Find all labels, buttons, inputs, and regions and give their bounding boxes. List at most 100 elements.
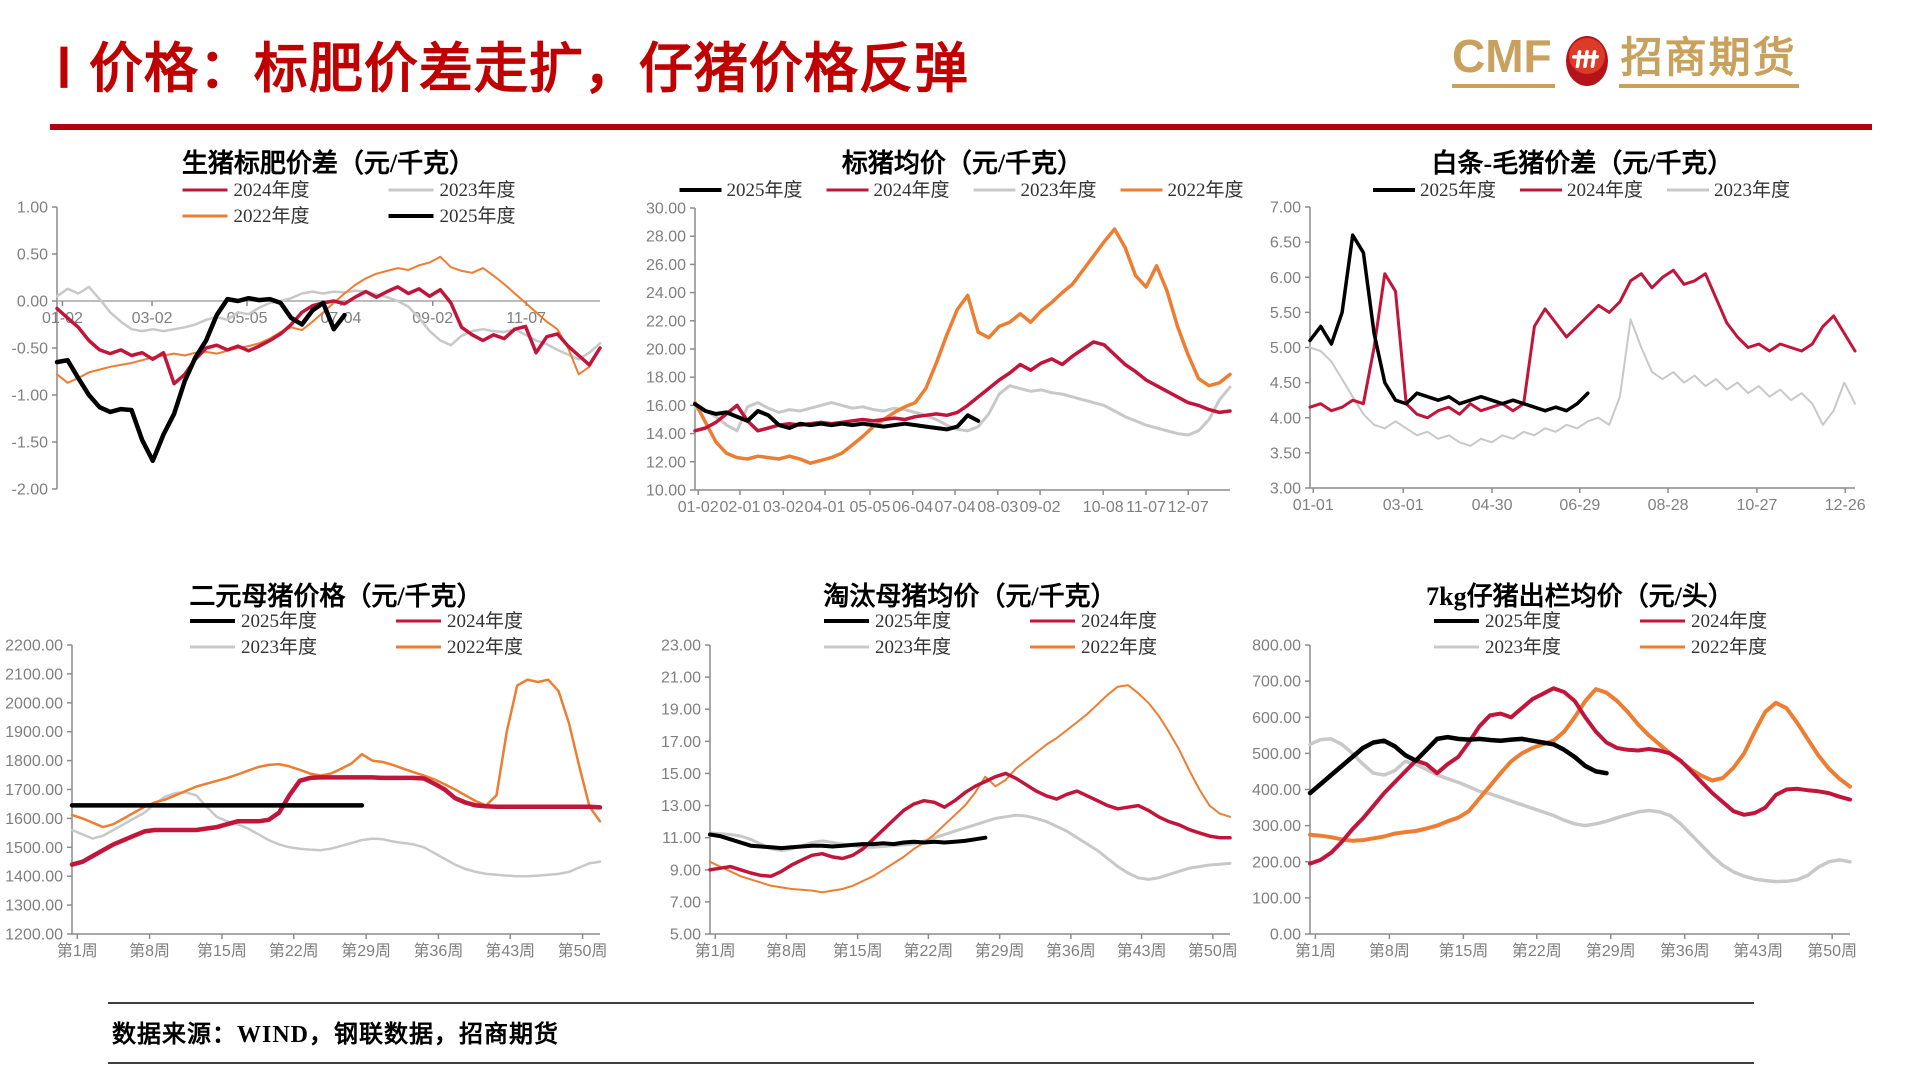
y-tick-label: 6.00 xyxy=(1270,270,1301,287)
y-tick-label: 4.00 xyxy=(1270,410,1301,427)
x-tick-label: 第50周 xyxy=(558,942,608,960)
y-tick-label: 7.00 xyxy=(670,894,701,911)
x-tick-label: 第29周 xyxy=(975,942,1025,960)
chart-6: 7kg仔猪出栏均价（元/头） 2025年度 2024年度 2023年度 2022年度 80… xyxy=(1240,575,1880,980)
y-tick-label: 1800.00 xyxy=(5,753,63,770)
x-tick-label: 06-29 xyxy=(1559,497,1600,514)
x-tick-label: 第1周 xyxy=(57,942,98,960)
y-tick-label: 300.00 xyxy=(1252,818,1301,835)
y-tick-label: 28.00 xyxy=(646,229,686,246)
y-tick-label: -2.00 xyxy=(12,482,49,499)
x-tick-label: 第50周 xyxy=(1188,942,1238,960)
legend-label: 2025年度 xyxy=(241,610,317,632)
legend-label: 2024年度 xyxy=(1691,610,1767,632)
x-tick-label: 第36周 xyxy=(1046,942,1096,960)
y-tick-label: 400.00 xyxy=(1252,782,1301,799)
chart-2-canvas: 标猪均价（元/千克） 2025年度 2024年度 2023年度 2022年度 30.00 2… xyxy=(646,149,1244,516)
series-2022 xyxy=(709,684,1231,894)
series-2023 xyxy=(1309,318,1856,447)
y-tick-label: -0.50 xyxy=(12,341,49,358)
legend-label: 2024年度 xyxy=(1081,610,1157,632)
x-tick-label: 11-07 xyxy=(1126,499,1166,516)
series-2025 xyxy=(708,832,988,851)
legend-label: 2022年度 xyxy=(447,636,523,658)
x-tick-label: 第43周 xyxy=(485,942,535,960)
y-tick-label: 19.00 xyxy=(661,702,701,719)
legend-label: 2025年度 xyxy=(875,610,951,632)
x-tick-label: 09-02 xyxy=(1020,499,1061,516)
page-title: Ⅰ 价格：标肥价差走扩，仔猪价格反弹 xyxy=(56,39,969,99)
y-tick-label: 30.00 xyxy=(646,201,686,218)
legend-label: 2024年度 xyxy=(874,179,950,201)
series-2022 xyxy=(70,678,602,829)
legend-label: 2024年度 xyxy=(234,179,310,201)
legend-label: 2024年度 xyxy=(1567,179,1643,201)
x-tick-label: 第36周 xyxy=(414,942,464,960)
y-tick-label: 0.50 xyxy=(17,247,48,264)
x-tick-label: 第50周 xyxy=(1807,942,1857,960)
y-tick-label: 21.00 xyxy=(661,670,701,687)
x-tick-label: 11-07 xyxy=(506,310,546,327)
x-tick-label: 第1周 xyxy=(695,942,736,960)
y-tick-label: 3.00 xyxy=(1270,481,1301,498)
chart-title: 二元母猪价格（元/千克） xyxy=(189,581,482,611)
header-divider xyxy=(50,124,1872,130)
y-tick-label: 5.00 xyxy=(670,927,701,944)
legend-label: 2023年度 xyxy=(875,636,951,658)
legend-label: 2023年度 xyxy=(1485,636,1561,658)
y-tick-label: 11.00 xyxy=(662,830,701,847)
chart-title: 淘汰母猪均价（元/千克） xyxy=(823,582,1116,611)
y-tick-label: 700.00 xyxy=(1252,674,1301,691)
y-tick-label: 12.00 xyxy=(646,454,686,471)
y-tick-label: 6.50 xyxy=(1270,235,1301,252)
y-tick-label: 14.00 xyxy=(646,426,686,443)
y-tick-label: 0.00 xyxy=(1270,927,1301,944)
x-tick-label: 04-30 xyxy=(1472,497,1513,514)
x-tick-label: 第36周 xyxy=(1660,942,1710,960)
y-tick-label: 2100.00 xyxy=(5,666,63,683)
legend-label: 2022年度 xyxy=(1081,636,1157,658)
y-tick-label: 1900.00 xyxy=(5,724,63,741)
x-tick-label: 08-03 xyxy=(977,499,1018,516)
x-tick-label: 06-04 xyxy=(892,499,933,516)
x-tick-label: 08-28 xyxy=(1648,497,1689,514)
y-tick-label: 13.00 xyxy=(661,798,701,815)
series-2023 xyxy=(1308,737,1852,884)
brand-logo: CMF 招商期货 xyxy=(1452,32,1799,88)
x-tick-label: 第43周 xyxy=(1117,942,1167,960)
y-tick-label: 23.00 xyxy=(661,638,701,655)
x-tick-label: 第15周 xyxy=(833,942,883,960)
series-2025 xyxy=(1307,734,1609,796)
legend-label: 2025年度 xyxy=(1485,610,1561,632)
chart-3-canvas: 白条-毛猪价差（元/千克）2025年度 2024年度 2023年度 7.00 6.50 6… xyxy=(1270,148,1866,514)
brand-name: 招商期货 xyxy=(1618,38,1799,88)
y-tick-label: 1600.00 xyxy=(5,811,63,828)
series-2024 xyxy=(1308,686,1852,866)
y-tick-label: 3.50 xyxy=(1270,445,1301,462)
x-tick-label: 10-08 xyxy=(1083,499,1124,516)
y-tick-label: -1.00 xyxy=(12,388,49,405)
x-tick-label: 第8周 xyxy=(1369,942,1410,960)
y-tick-label: 1200.00 xyxy=(5,927,63,944)
y-tick-label: 1300.00 xyxy=(5,898,63,915)
x-tick-label: 第1周 xyxy=(1295,942,1336,960)
y-tick-label: 9.00 xyxy=(670,862,701,879)
series-2022 xyxy=(693,227,1232,465)
y-tick-label: 5.50 xyxy=(1270,305,1301,322)
series-2025 xyxy=(1308,233,1590,413)
x-tick-label: 第43周 xyxy=(1733,942,1783,960)
chart-title: 白条-毛猪价差（元/千克） xyxy=(1432,148,1734,178)
x-tick-label: 第22周 xyxy=(269,942,319,960)
y-tick-label: 7.00 xyxy=(1270,200,1301,217)
series-2024 xyxy=(708,771,1232,878)
y-tick-label: 1.00 xyxy=(17,200,48,217)
y-tick-label: 5.00 xyxy=(1270,340,1301,357)
legend-label: 2023年度 xyxy=(1714,179,1790,201)
y-tick-label: 17.00 xyxy=(661,734,701,751)
series-2024 xyxy=(55,285,602,386)
footer-divider-top xyxy=(108,1002,1754,1004)
y-tick-label: 1700.00 xyxy=(5,782,63,799)
y-tick-label: 800.00 xyxy=(1252,638,1301,655)
y-tick-label: 200.00 xyxy=(1252,854,1301,871)
chart-2: 标猪均价（元/千克） 2025年度 2024年度 2023年度 2022年度 30.00 2… xyxy=(620,140,1260,535)
